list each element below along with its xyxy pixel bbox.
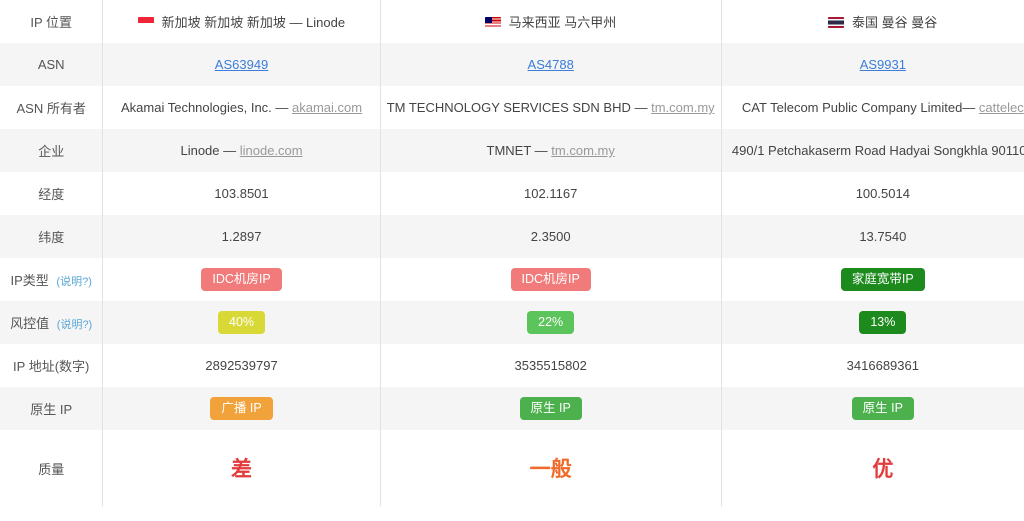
- asn-owner-link[interactable]: akamai.com: [292, 100, 362, 115]
- cell-lon-0: 103.8501: [103, 172, 380, 215]
- cell-asn-1: AS4788: [380, 43, 721, 86]
- row-ip-type: IP类型 (说明?) IDC机房IP IDC机房IP 家庭宽带IP: [0, 258, 1024, 301]
- cell-risk-1: 22%: [380, 301, 721, 344]
- cell-risk-0: 40%: [103, 301, 380, 344]
- asn-link[interactable]: AS63949: [215, 57, 269, 72]
- row-asn: ASN AS63949 AS4788 AS9931: [0, 43, 1024, 86]
- flag-icon: [485, 17, 501, 28]
- company-text: TMNET —: [487, 143, 552, 158]
- flag-icon: [138, 17, 154, 28]
- label-ip-type: IP类型 (说明?): [0, 258, 103, 301]
- asn-link[interactable]: AS4788: [528, 57, 574, 72]
- asn-owner-text: Akamai Technologies, Inc. —: [121, 100, 292, 115]
- cell-iptype-2: 家庭宽带IP: [721, 258, 1024, 301]
- cell-asn-owner-0: Akamai Technologies, Inc. — akamai.com: [103, 86, 380, 129]
- row-risk: 风控值 (说明?) 40% 22% 13%: [0, 301, 1024, 344]
- label-text: 风控值: [10, 316, 49, 331]
- cell-company-2: 490/1 Petchakaserm Road Hadyai Songkhla …: [721, 129, 1024, 172]
- cell-lat-2: 13.7540: [721, 215, 1024, 258]
- iptype-badge: IDC机房IP: [511, 268, 591, 291]
- cell-location-2: 泰国 曼谷 曼谷: [721, 0, 1024, 43]
- cell-lat-1: 2.3500: [380, 215, 721, 258]
- row-asn-owner: ASN 所有者 Akamai Technologies, Inc. — akam…: [0, 86, 1024, 129]
- cell-lon-1: 102.1167: [380, 172, 721, 215]
- label-company: 企业: [0, 129, 103, 172]
- cell-lon-2: 100.5014: [721, 172, 1024, 215]
- row-native-ip: 原生 IP 广播 IP 原生 IP 原生 IP: [0, 387, 1024, 430]
- location-text: 新加坡 新加坡 新加坡 — Linode: [162, 15, 346, 30]
- asn-owner-text: CAT Telecom Public Company Limited—: [742, 100, 979, 115]
- cell-asn-owner-1: TM TECHNOLOGY SERVICES SDN BHD — tm.com.…: [380, 86, 721, 129]
- risk-badge: 40%: [218, 311, 265, 334]
- help-link[interactable]: (说明?): [56, 276, 91, 288]
- cell-quality-1: 一般: [380, 430, 721, 506]
- company-link[interactable]: linode.com: [240, 143, 303, 158]
- asn-owner-link[interactable]: cattelec: [979, 100, 1024, 115]
- iptype-badge: IDC机房IP: [201, 268, 281, 291]
- label-asn: ASN: [0, 43, 103, 86]
- cell-iptype-0: IDC机房IP: [103, 258, 380, 301]
- cell-ipnum-0: 2892539797: [103, 344, 380, 387]
- cell-asn-0: AS63949: [103, 43, 380, 86]
- help-link[interactable]: (说明?): [57, 319, 92, 331]
- row-quality: 质量 差 一般 优: [0, 430, 1024, 506]
- comparison-table: IP 位置 新加坡 新加坡 新加坡 — Linode 马来西亚 马六甲州 泰国 …: [0, 0, 1024, 506]
- cell-asn-2: AS9931: [721, 43, 1024, 86]
- label-text: IP类型: [11, 273, 49, 288]
- label-quality: 质量: [0, 430, 103, 506]
- row-ip-numeric: IP 地址(数字) 2892539797 3535515802 34166893…: [0, 344, 1024, 387]
- risk-badge: 22%: [527, 311, 574, 334]
- quality-text: 一般: [530, 458, 572, 481]
- cell-location-0: 新加坡 新加坡 新加坡 — Linode: [103, 0, 380, 43]
- native-badge: 原生 IP: [852, 397, 914, 420]
- label-ip-location: IP 位置: [0, 0, 103, 43]
- risk-badge: 13%: [859, 311, 906, 334]
- asn-link[interactable]: AS9931: [860, 57, 906, 72]
- flag-icon: [828, 17, 844, 28]
- company-link[interactable]: tm.com.my: [551, 143, 615, 158]
- cell-company-1: TMNET — tm.com.my: [380, 129, 721, 172]
- cell-ipnum-2: 3416689361: [721, 344, 1024, 387]
- cell-quality-0: 差: [103, 430, 380, 506]
- cell-asn-owner-2: CAT Telecom Public Company Limited— catt…: [721, 86, 1024, 129]
- cell-native-0: 广播 IP: [103, 387, 380, 430]
- company-text: 490/1 Petchakaserm Road Hadyai Songkhla …: [732, 143, 1024, 158]
- company-text: Linode —: [180, 143, 239, 158]
- cell-ipnum-1: 3535515802: [380, 344, 721, 387]
- cell-native-1: 原生 IP: [380, 387, 721, 430]
- label-asn-owner: ASN 所有者: [0, 86, 103, 129]
- cell-company-0: Linode — linode.com: [103, 129, 380, 172]
- cell-location-1: 马来西亚 马六甲州: [380, 0, 721, 43]
- row-latitude: 纬度 1.2897 2.3500 13.7540: [0, 215, 1024, 258]
- row-company: 企业 Linode — linode.com TMNET — tm.com.my…: [0, 129, 1024, 172]
- label-longitude: 经度: [0, 172, 103, 215]
- label-ip-numeric: IP 地址(数字): [0, 344, 103, 387]
- label-native-ip: 原生 IP: [0, 387, 103, 430]
- asn-owner-text: TM TECHNOLOGY SERVICES SDN BHD —: [387, 100, 651, 115]
- cell-risk-2: 13%: [721, 301, 1024, 344]
- quality-text: 优: [872, 458, 893, 481]
- native-badge: 原生 IP: [520, 397, 582, 420]
- label-risk: 风控值 (说明?): [0, 301, 103, 344]
- row-longitude: 经度 103.8501 102.1167 100.5014: [0, 172, 1024, 215]
- location-text: 泰国 曼谷 曼谷: [852, 15, 937, 30]
- native-badge: 广播 IP: [210, 397, 272, 420]
- row-ip-location: IP 位置 新加坡 新加坡 新加坡 — Linode 马来西亚 马六甲州 泰国 …: [0, 0, 1024, 43]
- quality-text: 差: [231, 458, 252, 481]
- iptype-badge: 家庭宽带IP: [841, 268, 925, 291]
- label-latitude: 纬度: [0, 215, 103, 258]
- cell-iptype-1: IDC机房IP: [380, 258, 721, 301]
- cell-quality-2: 优: [721, 430, 1024, 506]
- asn-owner-link[interactable]: tm.com.my: [651, 100, 715, 115]
- cell-native-2: 原生 IP: [721, 387, 1024, 430]
- location-text: 马来西亚 马六甲州: [509, 15, 617, 30]
- cell-lat-0: 1.2897: [103, 215, 380, 258]
